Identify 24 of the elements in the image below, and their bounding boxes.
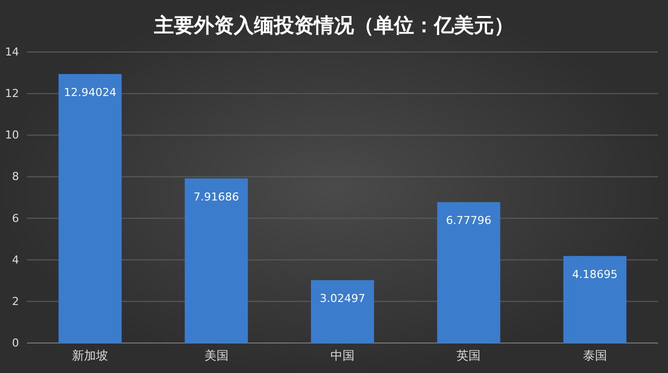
y-tick-label: 6 — [12, 212, 19, 225]
bar — [184, 178, 248, 343]
y-tick-label: 0 — [12, 336, 19, 350]
bar — [58, 74, 122, 343]
y-tick-label: 2 — [12, 294, 19, 308]
x-tick-label: 英国 — [456, 348, 481, 363]
x-tick-label: 新加坡 — [72, 348, 108, 363]
data-label: 3.02497 — [320, 292, 366, 306]
y-tick-label: 10 — [5, 128, 19, 142]
data-label: 7.91686 — [194, 190, 240, 204]
bar — [310, 280, 374, 343]
y-tick-label: 8 — [12, 170, 19, 184]
x-tick-label: 美国 — [204, 348, 228, 363]
bar — [563, 256, 626, 343]
y-tick-label: 4 — [12, 253, 19, 266]
y-tick-label: 14 — [5, 46, 19, 59]
bar — [437, 202, 500, 343]
data-label: 4.18695 — [572, 268, 618, 281]
x-tick-label: 泰国 — [582, 348, 607, 363]
data-label: 12.94024 — [64, 86, 116, 100]
y-tick-label: 12 — [5, 87, 19, 100]
x-tick-label: 中国 — [330, 348, 354, 363]
data-label: 6.77796 — [446, 214, 492, 228]
chart-title: 主要外资入缅投资情况（单位：亿美元） — [153, 13, 514, 37]
